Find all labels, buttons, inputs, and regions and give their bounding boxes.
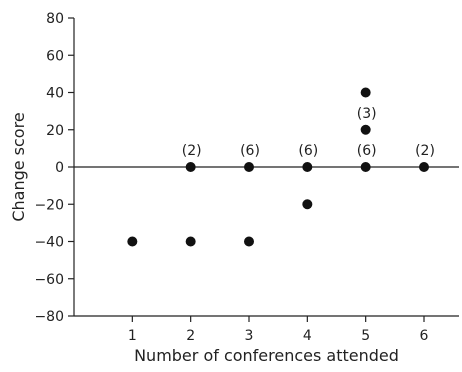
data-point — [185, 236, 196, 247]
data-point — [244, 162, 254, 172]
y-tick-label: 60 — [46, 48, 64, 64]
data-point — [244, 236, 254, 247]
y-axis: 80 60 40 20 0 −20 −40 −60 −80 — [34, 11, 75, 325]
x-tick-label: 2 — [186, 328, 195, 344]
count-annotation: (6) — [240, 143, 260, 159]
y-tick-label: −60 — [34, 272, 64, 288]
data-point — [360, 162, 371, 172]
x-axis: 1 2 3 4 5 6 — [74, 315, 459, 344]
x-axis-title: Number of conferences attended — [134, 346, 399, 365]
x-tick-label: 3 — [245, 328, 254, 344]
y-tick-label: −20 — [34, 197, 64, 213]
x-tick-label: 4 — [303, 328, 312, 344]
data-point — [360, 124, 371, 135]
count-annotation: (2) — [415, 143, 435, 159]
y-axis-title: Change score — [9, 112, 28, 221]
y-tick-label: −40 — [34, 235, 64, 251]
data-point — [419, 162, 429, 172]
count-annotation: (6) — [298, 143, 318, 159]
x-tick-label: 5 — [361, 328, 370, 344]
data-points — [127, 87, 429, 247]
count-annotations: (2) (6) (6) (3) (6) (2) — [182, 106, 435, 159]
data-point — [185, 162, 196, 172]
count-annotation: (3) — [357, 106, 377, 122]
x-tick-label: 6 — [420, 328, 429, 344]
x-tick-label: 1 — [128, 328, 137, 344]
y-tick-label: −80 — [34, 309, 64, 325]
y-tick-label: 80 — [46, 11, 64, 27]
count-annotation: (2) — [182, 143, 202, 159]
y-tick-label: 40 — [46, 86, 64, 102]
y-tick-label: 0 — [55, 160, 64, 176]
data-point — [127, 236, 138, 247]
data-point — [302, 162, 313, 172]
data-point — [302, 199, 313, 210]
y-tick-label: 20 — [46, 123, 64, 139]
count-annotation: (6) — [357, 143, 377, 159]
data-point — [360, 87, 371, 98]
